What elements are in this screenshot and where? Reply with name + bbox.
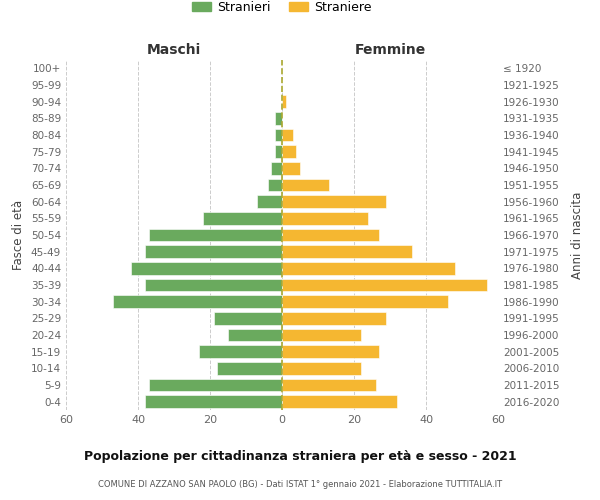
Text: COMUNE DI AZZANO SAN PAOLO (BG) - Dati ISTAT 1° gennaio 2021 - Elaborazione TUTT: COMUNE DI AZZANO SAN PAOLO (BG) - Dati I… [98, 480, 502, 489]
Bar [282, 229, 379, 241]
Bar [228, 329, 282, 341]
Bar [145, 279, 282, 291]
Bar [275, 112, 282, 124]
Bar [282, 96, 286, 108]
Bar [282, 379, 376, 391]
Bar [282, 246, 412, 258]
Bar [282, 396, 397, 408]
Bar [282, 196, 386, 208]
Legend: Stranieri, Straniere: Stranieri, Straniere [187, 0, 377, 19]
Bar [282, 329, 361, 341]
Bar [282, 128, 293, 141]
Bar [149, 229, 282, 241]
Bar [199, 346, 282, 358]
Bar [282, 279, 487, 291]
Bar [268, 179, 282, 191]
Text: Popolazione per cittadinanza straniera per età e sesso - 2021: Popolazione per cittadinanza straniera p… [83, 450, 517, 463]
Bar [282, 312, 386, 324]
Bar [282, 346, 379, 358]
Bar [282, 296, 448, 308]
Bar [275, 128, 282, 141]
Bar [282, 162, 300, 174]
Y-axis label: Anni di nascita: Anni di nascita [571, 192, 584, 278]
Bar [282, 146, 296, 158]
Bar [131, 262, 282, 274]
Bar [217, 362, 282, 374]
Y-axis label: Fasce di età: Fasce di età [13, 200, 25, 270]
Text: Femmine: Femmine [355, 42, 425, 56]
Text: Maschi: Maschi [147, 42, 201, 56]
Bar [282, 362, 361, 374]
Bar [282, 179, 329, 191]
Bar [149, 379, 282, 391]
Bar [282, 212, 368, 224]
Bar [113, 296, 282, 308]
Bar [145, 246, 282, 258]
Bar [271, 162, 282, 174]
Bar [214, 312, 282, 324]
Bar [275, 146, 282, 158]
Bar [257, 196, 282, 208]
Bar [145, 396, 282, 408]
Bar [282, 262, 455, 274]
Bar [203, 212, 282, 224]
